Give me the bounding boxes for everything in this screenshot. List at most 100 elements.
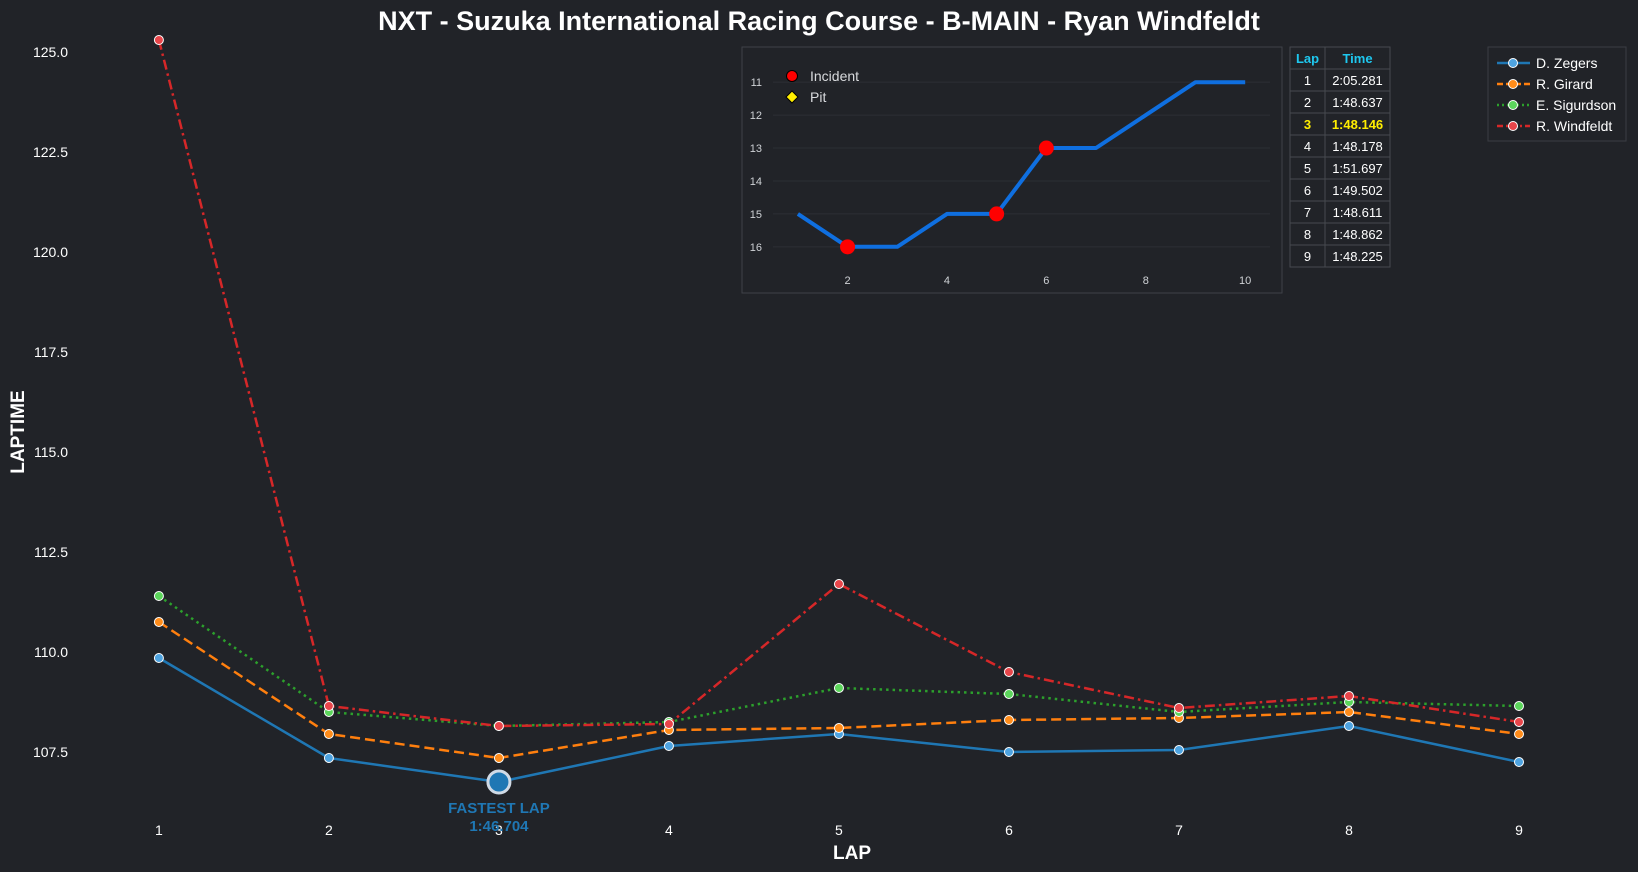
inset-frame (741, 46, 1283, 294)
table-time-cell: 1:48.178 (1332, 139, 1383, 154)
table-time-cell: 1:48.225 (1332, 249, 1383, 264)
y-tick-label: 120.0 (33, 244, 68, 260)
y-tick-label: 107.5 (33, 744, 68, 760)
x-axis-ticks: 1 2 3 4 5 6 7 8 9 (155, 822, 1523, 838)
data-point (833, 723, 844, 733)
table-time-cell: 1:48.146 (1332, 117, 1383, 132)
y-tick-label: 110.0 (34, 644, 68, 660)
series-line (157, 39, 1520, 728)
data-point (663, 741, 674, 751)
table-time-cell: 1:48.637 (1332, 95, 1383, 110)
data-point (323, 729, 334, 739)
data-point (1003, 667, 1014, 677)
fastest-lap-marker (486, 769, 512, 795)
inset-y-tick: 16 (750, 242, 762, 254)
table-lap-cell: 7 (1304, 205, 1311, 220)
x-tick-label: 1 (155, 822, 163, 838)
data-point (1003, 715, 1014, 725)
y-tick-label: 117.5 (34, 344, 68, 360)
data-point (153, 617, 164, 627)
inset-x-tick: 2 (844, 275, 850, 287)
table-time-cell: 1:49.502 (1332, 183, 1383, 198)
data-point (323, 753, 334, 763)
inset-legend-label: Incident (810, 68, 859, 84)
table-lap-cell: 8 (1304, 227, 1311, 242)
inset-y-tick: 11 (751, 77, 762, 89)
table-lap-cell: 4 (1304, 139, 1311, 154)
y-tick-label: 122.5 (33, 144, 68, 160)
table-lap-cell: 5 (1304, 161, 1311, 176)
laptime-table: Lap Time 1 2:05.281 2 1:48.637 3 1:48.146 4 1:48.… (1289, 46, 1391, 268)
legend-marker (1508, 100, 1518, 110)
y-axis-ticks: 107.5 110.0 112.5 115.0 117.5 120.0 122.5 125.0 (33, 44, 68, 760)
x-tick-label: 9 (1515, 822, 1523, 838)
data-point (1003, 689, 1014, 699)
data-point (1513, 757, 1524, 767)
inset-x-tick: 6 (1043, 275, 1049, 287)
inset-position-line (796, 80, 1246, 249)
data-point (663, 719, 674, 729)
inset-x-tick: 8 (1143, 275, 1149, 287)
inset-y-tick: 14 (750, 176, 762, 188)
data-point (1343, 721, 1354, 731)
data-point (1173, 703, 1184, 713)
inset-y-tick: 15 (750, 209, 762, 221)
legend-marker (1508, 121, 1518, 131)
legend-marker (1508, 79, 1518, 89)
table-lap-cell: 6 (1304, 183, 1311, 198)
table-time-cell: 1:48.611 (1333, 205, 1383, 220)
series-group (153, 35, 1524, 787)
data-point (493, 721, 504, 731)
incident-marker (989, 206, 1005, 222)
y-tick-label: 112.5 (34, 544, 68, 560)
table-time-cell: 1:48.862 (1332, 227, 1383, 242)
table-lap-cell: 9 (1304, 249, 1311, 264)
series-line (158, 620, 1520, 760)
position-inset: 11 12 13 14 15 16 2 4 6 8 10 Incident Pit (741, 46, 1283, 294)
table-cell (1324, 244, 1391, 268)
x-tick-label: 5 (835, 822, 843, 838)
incident-marker (840, 239, 856, 255)
inset-y-tick: 13 (750, 143, 762, 155)
y-tick-label: 125.0 (33, 44, 68, 60)
table-header-time: Time (1342, 51, 1372, 66)
x-tick-label: 8 (1345, 822, 1353, 838)
legend-marker (1508, 58, 1518, 68)
incident-marker (1038, 140, 1054, 156)
table-lap-cell: 3 (1304, 117, 1311, 132)
data-point (1173, 745, 1184, 755)
fastest-lap-time: 1:46.704 (469, 818, 529, 835)
x-tick-label: 2 (325, 822, 333, 838)
inset-y-tick: 12 (750, 110, 762, 122)
legend-label: R. Girard (1536, 76, 1593, 92)
data-point (833, 683, 844, 693)
x-tick-label: 7 (1175, 822, 1183, 838)
y-axis-label: LAPTIME (8, 390, 29, 473)
data-point (1343, 707, 1354, 717)
data-point (833, 579, 844, 589)
data-point (323, 701, 334, 711)
data-point (1003, 747, 1014, 757)
legend-label: R. Windfeldt (1536, 118, 1612, 134)
data-point (153, 35, 164, 45)
data-point (1513, 729, 1524, 739)
chart-title: NXT - Suzuka International Racing Course… (378, 6, 1260, 36)
x-tick-label: 3 (495, 822, 503, 838)
inset-legend-label: Pit (810, 89, 826, 105)
data-point (1343, 691, 1354, 701)
table-lap-cell: 2 (1304, 95, 1311, 110)
x-axis-label: LAP (833, 843, 871, 864)
inset-legend-marker (785, 90, 799, 104)
inset-x-tick: 10 (1239, 275, 1251, 287)
fastest-lap-label: FASTEST LAP (448, 800, 550, 817)
x-tick-label: 4 (665, 822, 673, 838)
main-legend: D. Zegers R. Girard E. Sigurdson R. Windfel… (1487, 46, 1627, 142)
legend-label: D. Zegers (1536, 55, 1597, 71)
table-header-lap: Lap (1296, 51, 1319, 66)
table-time-cell: 1:51.697 (1332, 161, 1383, 176)
y-tick-label: 115.0 (34, 444, 68, 460)
data-point (1513, 701, 1524, 711)
inset-legend-marker (786, 70, 798, 82)
data-point (1513, 717, 1524, 727)
